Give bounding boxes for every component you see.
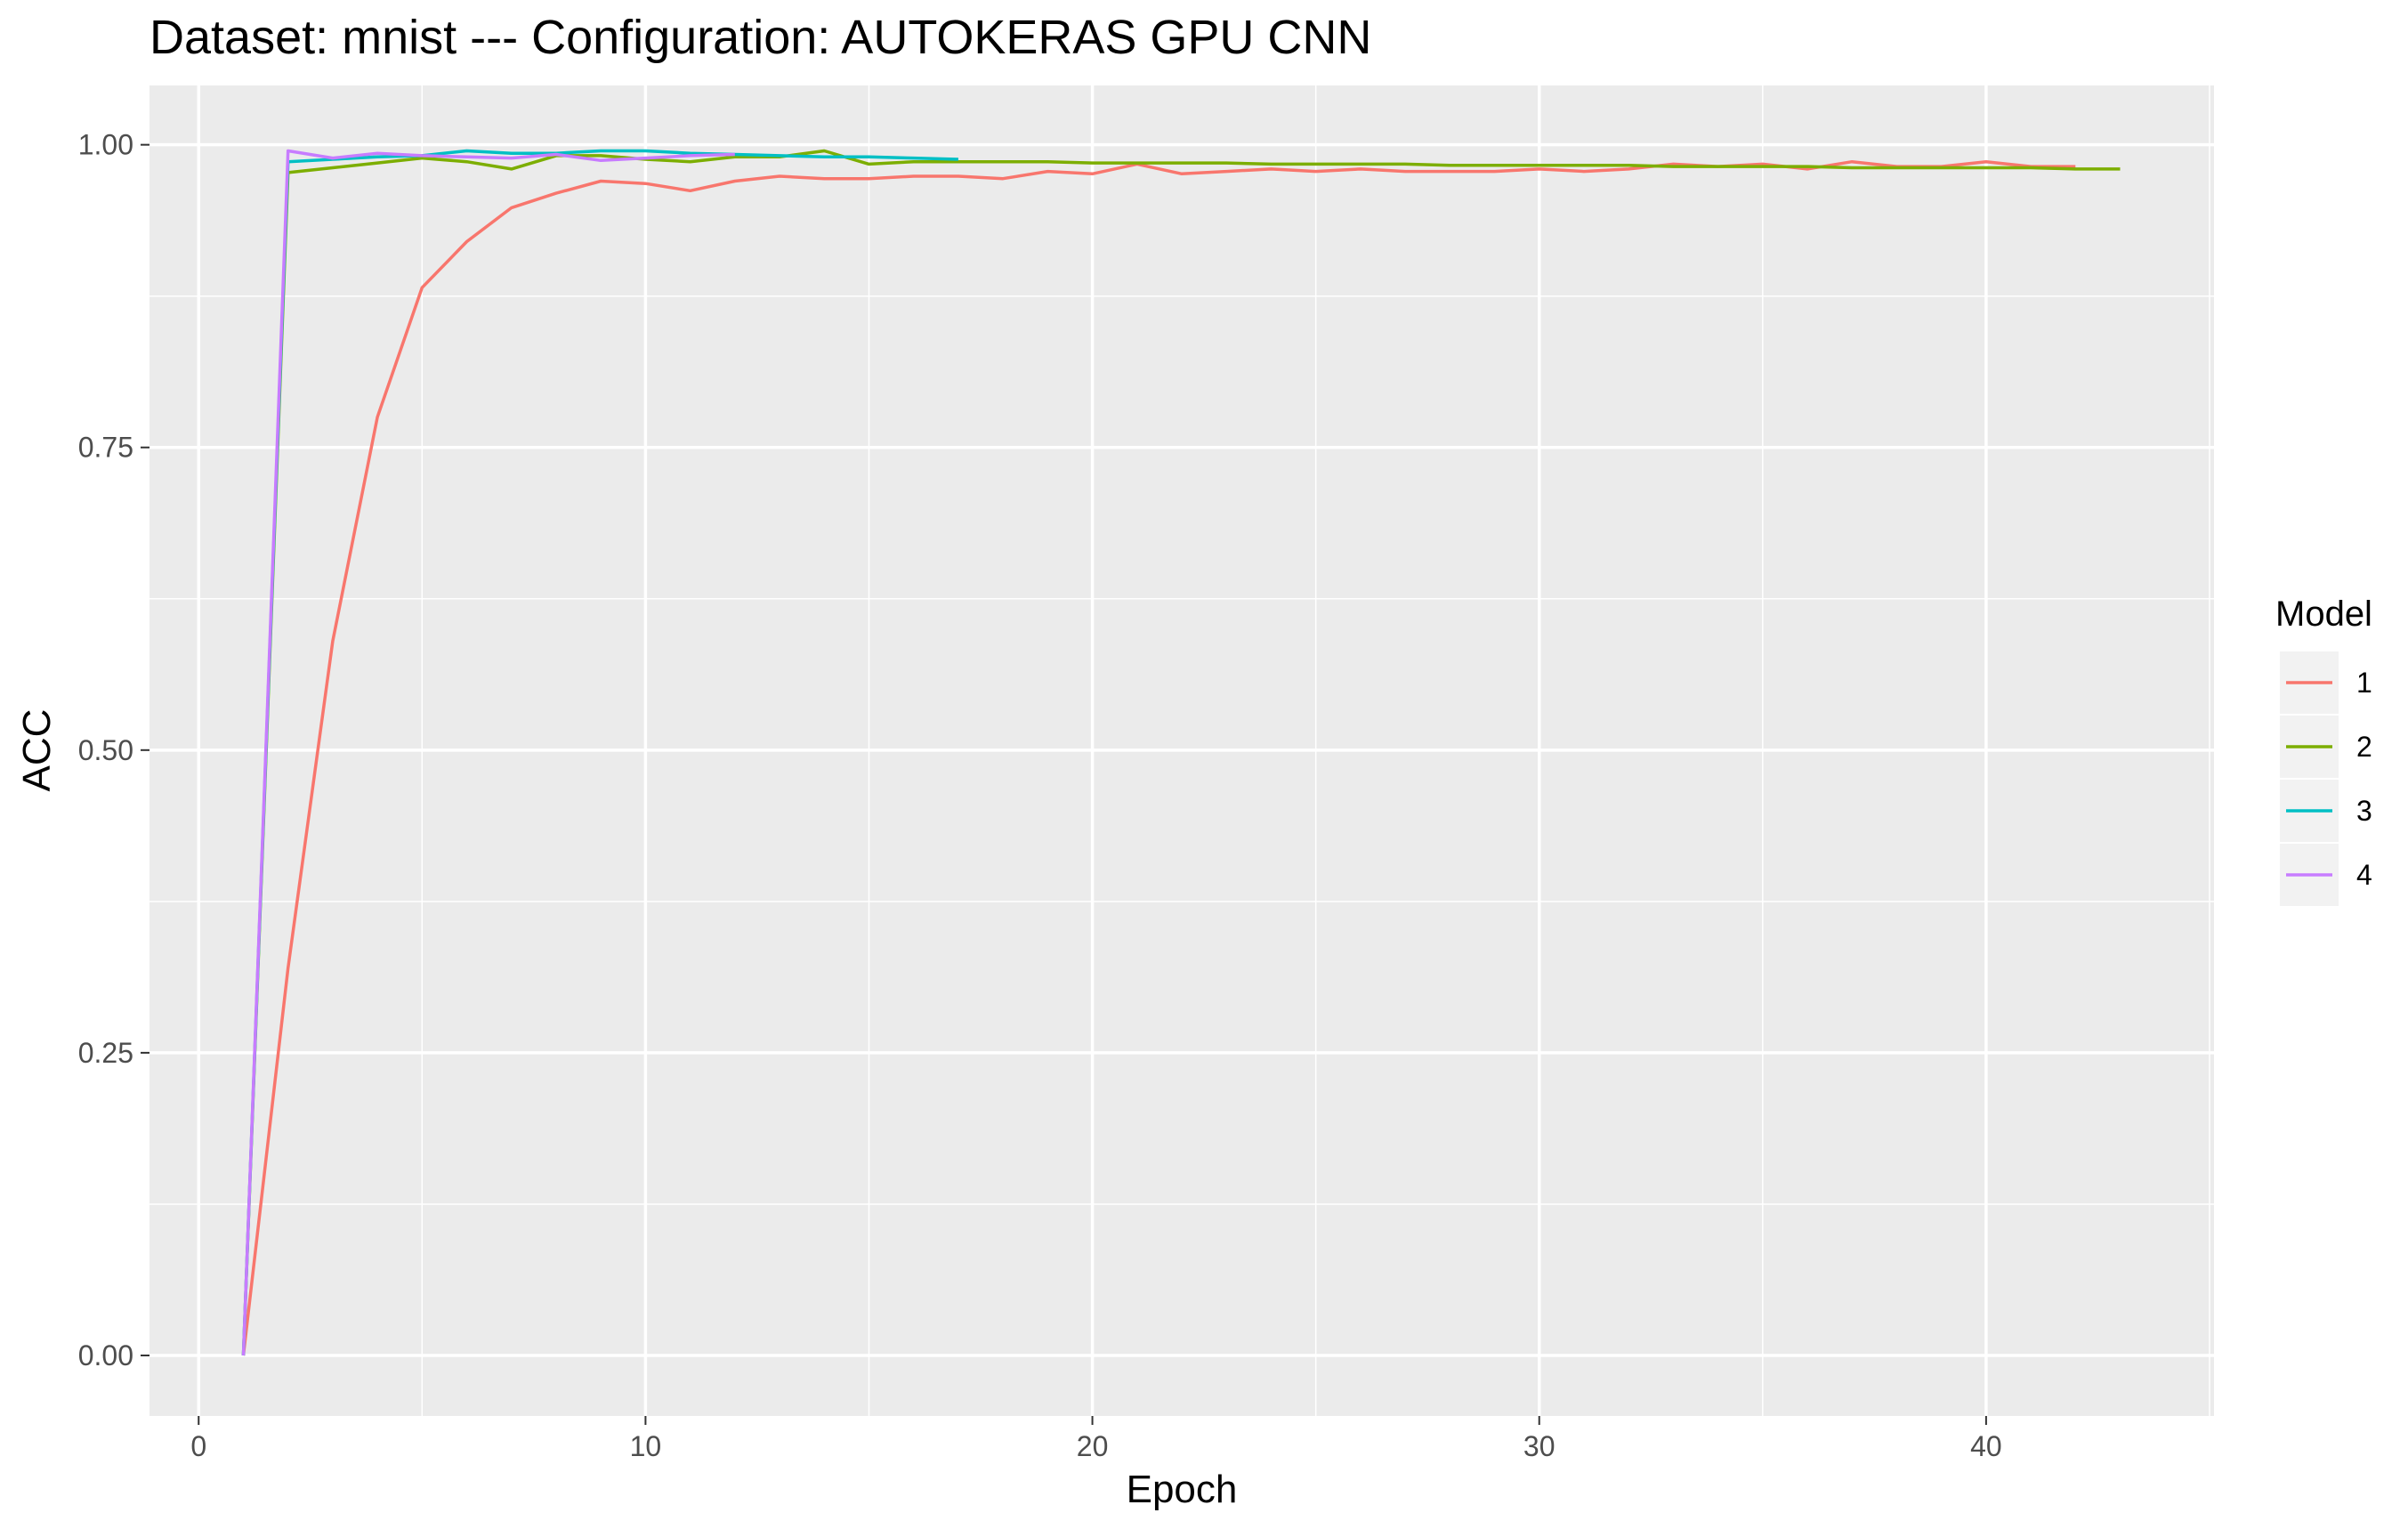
x-tick-label: 10 xyxy=(630,1430,662,1462)
x-axis: 0 10 20 30 40 xyxy=(190,1416,2002,1462)
y-axis-title: ACC xyxy=(15,709,59,792)
y-axis: 0.00 0.25 0.50 0.75 1.00 xyxy=(78,129,149,1371)
x-tick-label: 0 xyxy=(190,1430,206,1462)
x-tick-label: 40 xyxy=(1970,1430,2002,1462)
y-tick-label: 1.00 xyxy=(78,129,133,161)
series-lines xyxy=(241,149,2121,1356)
chart-title: Dataset: mnist --- Configuration: AUTOKE… xyxy=(149,11,1371,64)
y-tick-label: 0.50 xyxy=(78,734,133,766)
x-tick-label: 30 xyxy=(1523,1430,1556,1462)
x-axis-title: Epoch xyxy=(1127,1468,1238,1511)
series-line-4 xyxy=(241,149,735,1356)
x-tick-label: 20 xyxy=(1077,1430,1109,1462)
legend-label-4: 4 xyxy=(2356,859,2372,891)
legend: Model 1 2 3 4 xyxy=(2275,595,2372,906)
series-line-1 xyxy=(241,159,2076,1356)
major-gridlines xyxy=(149,85,2214,1416)
legend-label-3: 3 xyxy=(2356,795,2372,827)
y-tick-label: 0.00 xyxy=(78,1339,133,1371)
series-line-3 xyxy=(241,149,958,1356)
y-tick-label: 0.25 xyxy=(78,1037,133,1069)
y-tick-label: 0.75 xyxy=(78,432,133,464)
legend-label-2: 2 xyxy=(2356,731,2372,763)
legend-label-1: 1 xyxy=(2356,667,2372,699)
legend-title: Model xyxy=(2275,595,2372,634)
